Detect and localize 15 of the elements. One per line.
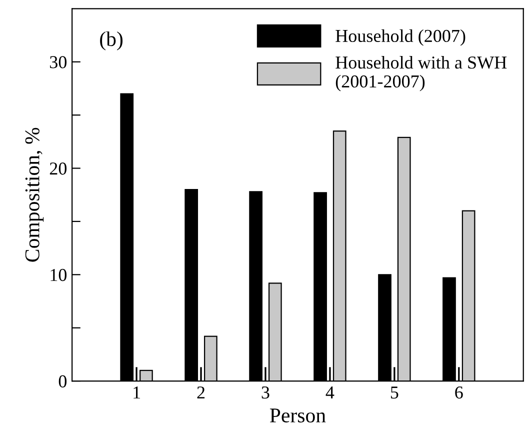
x-axis-title: Person <box>270 408 326 422</box>
annotation: (b) <box>100 31 123 50</box>
legend-label: Household with a SWH (2001-2007) <box>336 56 507 92</box>
x-tick-label: 3 <box>262 386 270 399</box>
x-tick-label: 6 <box>455 386 463 399</box>
y-tick-label: 0 <box>58 375 67 388</box>
legend-label: Household (2007) <box>336 29 466 46</box>
y-tick-label: 30 <box>50 56 67 68</box>
y-axis-title: Composition, % <box>25 128 44 262</box>
y-tick-label: 10 <box>50 268 67 282</box>
x-tick-label: 1 <box>134 386 140 398</box>
y-tick-label: 20 <box>50 162 67 175</box>
x-tick-label: 4 <box>326 386 334 398</box>
x-tick-label: 2 <box>197 386 205 398</box>
x-tick-label: 5 <box>390 386 398 399</box>
